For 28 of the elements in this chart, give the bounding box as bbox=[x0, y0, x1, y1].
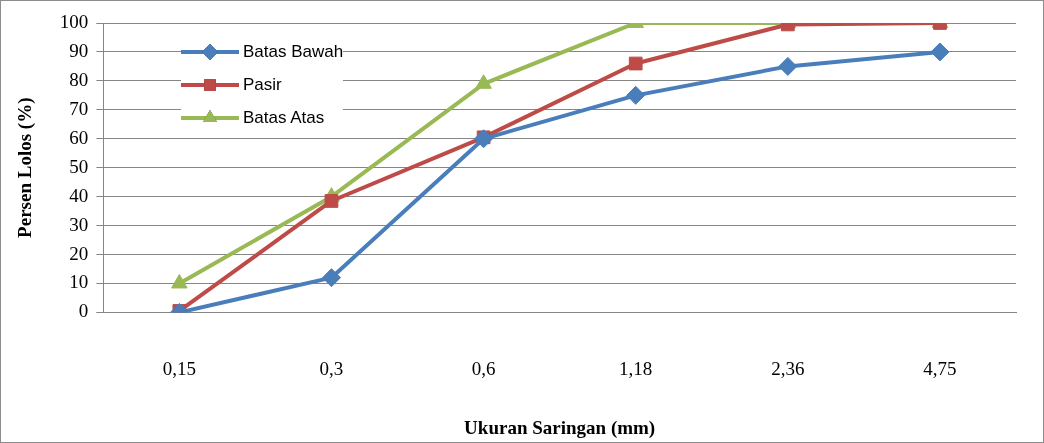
y-tick-label: 20 bbox=[69, 242, 89, 264]
y-tick-label: 100 bbox=[59, 10, 89, 32]
x-tick-label: 2,36 bbox=[771, 357, 805, 379]
y-tick-label: 90 bbox=[69, 39, 89, 61]
y-tick-label: 50 bbox=[69, 155, 89, 177]
point bbox=[930, 42, 950, 62]
x-tick-label: 1,18 bbox=[619, 357, 653, 379]
legend-label: Batas Bawah bbox=[243, 41, 344, 62]
point bbox=[628, 56, 643, 71]
y-tick-label: 10 bbox=[69, 271, 89, 293]
x-tick-label: 4,75 bbox=[923, 357, 957, 379]
y-tick-label: 70 bbox=[69, 97, 89, 119]
y-tick-label: 0 bbox=[78, 300, 89, 322]
legend-label: Pasir bbox=[243, 74, 282, 95]
x-tick-label: 0,3 bbox=[319, 357, 344, 379]
x-axis-title: Ukuran Saringan (mm) bbox=[464, 416, 656, 439]
x-tick-label: 0,15 bbox=[162, 357, 196, 379]
y-tick-label: 40 bbox=[69, 184, 89, 206]
legend-label: Batas Atas bbox=[243, 107, 325, 128]
point bbox=[626, 85, 646, 105]
y-tick-label: 80 bbox=[69, 68, 89, 90]
y-tick-label: 60 bbox=[69, 126, 89, 148]
x-tick-label: 0,6 bbox=[471, 357, 496, 379]
point bbox=[324, 194, 339, 208]
point bbox=[171, 273, 188, 289]
y-axis-title: Persen Lolos (%) bbox=[14, 97, 37, 238]
point bbox=[778, 56, 798, 76]
y-tick-label: 30 bbox=[69, 213, 89, 235]
